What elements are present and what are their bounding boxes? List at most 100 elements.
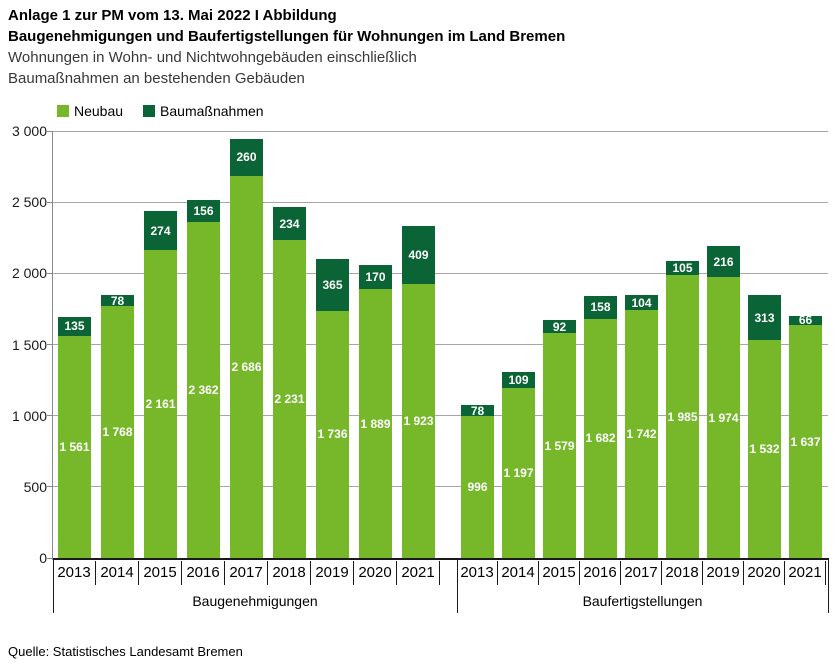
baumassnahmen-segment: 66 <box>789 313 822 327</box>
subtitle-line-2: Baumaßnahmen an bestehenden Gebäuden <box>8 70 305 87</box>
baumassnahmen-swatch-icon <box>143 105 156 117</box>
x-axis-year-label: 2014 <box>96 561 139 585</box>
stacked-bar-2021: 66 1 637 <box>789 313 822 558</box>
bar-cell: 313 1 532 <box>744 131 785 558</box>
neubau-segment: 1 768 <box>101 306 134 558</box>
title-line-1: Anlage 1 zur PM vom 13. Mai 2022 I Abbil… <box>8 7 337 24</box>
bar-cell: 170 1 889 <box>354 131 397 558</box>
group-label-baugenehmigungen: Baugenehmigungen <box>192 593 318 609</box>
group-label-baufertigstellungen: Baufertigstellungen <box>582 593 703 609</box>
legend-item-neubau: Neubau <box>57 103 123 119</box>
baumassnahmen-segment: 216 <box>707 246 740 278</box>
year-label-row: 2013 2014 2015 2016 2017 2018 2019 2020 2021 <box>457 561 826 585</box>
baumassnahmen-segment: 135 <box>58 316 91 336</box>
neubau-segment: 1 532 <box>748 339 781 558</box>
bar-cell: 216 1 974 <box>703 131 744 558</box>
x-axis-year-label: 2019 <box>703 561 744 585</box>
y-axis-tick-label: 0 <box>39 550 47 566</box>
stacked-bar-2019: 365 1 736 <box>316 258 349 558</box>
y-axis-tick-label: 500 <box>23 478 47 495</box>
bar-group-baugenehmigungen: 135 1 561 78 1 768 274 2 161 156 2 362 260 2 686 2… <box>53 131 440 558</box>
baumassnahmen-segment: 158 <box>584 296 617 319</box>
y-axis-tick <box>47 344 53 345</box>
neubau-segment: 1 561 <box>58 335 91 558</box>
source-note: Quelle: Statistisches Landesamt Bremen <box>8 644 243 659</box>
x-axis-year-label: 2016 <box>182 561 225 585</box>
neubau-segment: 1 742 <box>625 310 658 558</box>
axis-divider <box>828 558 829 613</box>
neubau-segment: 1 889 <box>359 289 392 558</box>
bar-cell: 260 2 686 <box>225 131 268 558</box>
bar-cell: 274 2 161 <box>139 131 182 558</box>
legend-item-baumassnahmen: Baumaßnahmen <box>143 103 264 119</box>
neubau-segment: 2 231 <box>273 240 306 558</box>
baumassnahmen-segment: 260 <box>230 138 263 176</box>
x-axis-year-label: 2019 <box>311 561 354 585</box>
neubau-segment: 1 637 <box>789 325 822 558</box>
subtitle-line-1: Wohnungen in Wohn- und Nichtwohngebäuden… <box>8 49 417 66</box>
bar-cell: 105 1 985 <box>662 131 703 558</box>
neubau-segment: 2 686 <box>230 175 263 558</box>
x-axis-area: Baugenehmigungen Baufertigstellungen 201… <box>53 558 829 617</box>
y-axis-tick <box>47 130 53 132</box>
baumassnahmen-segment: 105 <box>666 260 699 276</box>
baumassnahmen-segment: 274 <box>144 211 177 251</box>
stacked-bar-2016: 156 2 362 <box>187 199 220 558</box>
y-axis-line <box>52 131 53 560</box>
axis-divider <box>457 558 458 613</box>
y-axis-tick-label: 1 500 <box>11 336 47 353</box>
x-axis-year-label: 2014 <box>498 561 539 585</box>
stacked-bar-2014: 109 1 197 <box>502 372 535 558</box>
bar-cell: 158 1 682 <box>580 131 621 558</box>
y-axis-tick <box>47 415 53 417</box>
baumassnahmen-segment: 78 <box>461 404 494 418</box>
baumassnahmen-segment: 313 <box>748 295 781 340</box>
plot-area: 135 1 561 78 1 768 274 2 161 156 2 362 260 2 686 2… <box>53 130 828 558</box>
neubau-swatch-icon <box>57 105 69 117</box>
stacked-bar-2014: 78 1 768 <box>101 294 134 558</box>
baumassnahmen-segment: 78 <box>101 294 134 308</box>
legend-label-neubau: Neubau <box>74 103 124 119</box>
gridline <box>53 130 828 132</box>
bar-cell: 135 1 561 <box>53 131 96 558</box>
chart-legend: Neubau Baumaßnahmen <box>57 103 264 119</box>
stacked-bar-2021: 409 1 923 <box>402 226 435 558</box>
y-axis-tick <box>47 486 53 488</box>
x-axis-year-label: 2013 <box>457 561 498 585</box>
baumassnahmen-segment: 109 <box>502 372 535 388</box>
baumassnahmen-segment: 365 <box>316 258 349 311</box>
gridline <box>53 486 828 488</box>
stacked-bar-2017: 104 1 742 <box>625 295 658 558</box>
x-axis-year-label: 2017 <box>225 561 268 585</box>
gridline <box>53 272 828 274</box>
stacked-bar-2019: 216 1 974 <box>707 246 740 558</box>
axis-divider <box>53 558 54 613</box>
bar-cell: 92 1 579 <box>539 131 580 558</box>
x-axis-year-label: 2020 <box>744 561 785 585</box>
baumassnahmen-segment: 170 <box>359 264 392 290</box>
baumassnahmen-segment: 409 <box>402 226 435 285</box>
bar-cell: 78 996 <box>457 131 498 558</box>
gridline <box>53 415 828 417</box>
neubau-segment: 1 974 <box>707 277 740 558</box>
y-axis-tick-label: 3 000 <box>11 123 47 139</box>
title-line-2: Baugenehmigungen und Baufertigstellungen… <box>8 28 566 45</box>
stacked-bar-2013: 78 996 <box>461 404 494 558</box>
bar-cell: 234 2 231 <box>268 131 311 558</box>
neubau-segment: 996 <box>461 416 494 558</box>
neubau-segment: 1 197 <box>502 387 535 558</box>
bar-cell: 104 1 742 <box>621 131 662 558</box>
neubau-segment: 1 682 <box>584 318 617 558</box>
x-axis-year-label: 2021 <box>397 561 440 585</box>
y-axis-tick <box>47 201 53 203</box>
baumassnahmen-segment: 156 <box>187 199 220 222</box>
y-axis-tick-label: 1 000 <box>11 407 47 424</box>
x-axis-year-label: 2015 <box>539 561 580 585</box>
legend-label-baumassnahmen: Baumaßnahmen <box>160 103 264 119</box>
bar-group-baufertigstellungen: 78 996 109 1 197 92 1 579 158 1 682 104 1 742 105 1… <box>457 131 826 558</box>
gridline <box>53 201 828 203</box>
y-axis-tick <box>47 557 53 559</box>
y-axis-tick <box>47 272 53 274</box>
x-axis-line <box>53 558 828 560</box>
